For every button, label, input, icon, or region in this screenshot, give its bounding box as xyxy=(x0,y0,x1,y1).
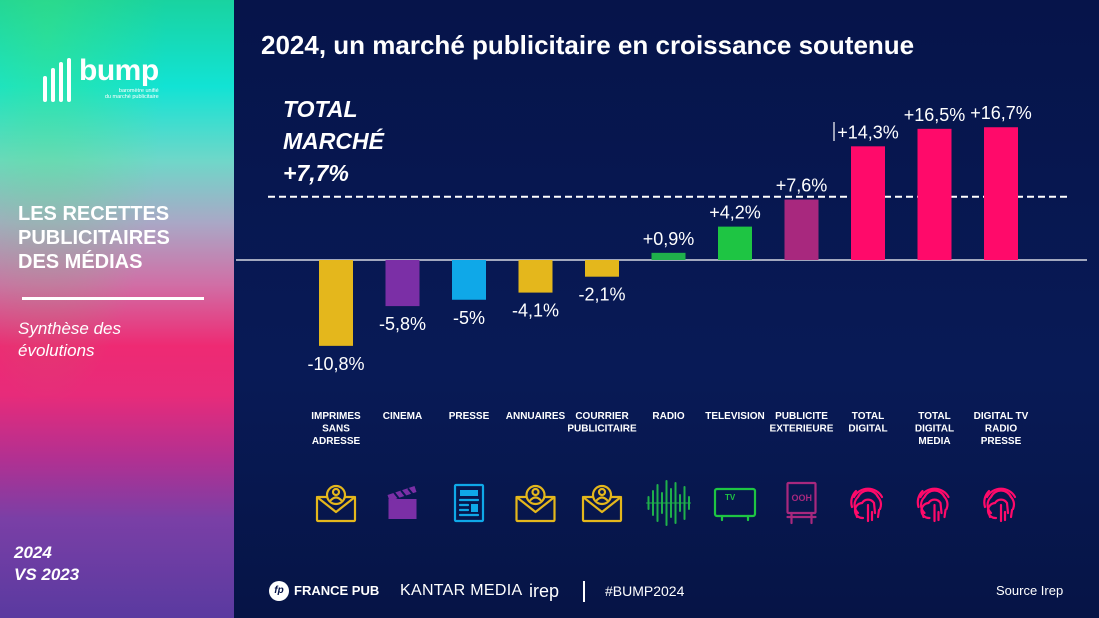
bar-value-label: +16,7% xyxy=(970,103,1032,123)
bar-value-label: +14,3% xyxy=(837,122,899,142)
tv-icon: TV xyxy=(713,487,757,522)
category-label: RADIO xyxy=(652,411,684,422)
footer-separator xyxy=(583,581,585,602)
category-label: TELEVISION xyxy=(705,411,764,422)
bar xyxy=(851,146,885,260)
fingerprint-icon xyxy=(983,487,1017,523)
bump-logo: bump baromètre unifié du marché publicit… xyxy=(43,56,159,102)
category-label: SANS xyxy=(322,424,350,435)
category-label: EXTERIEURE xyxy=(770,424,834,435)
category-label: ADRESSE xyxy=(312,436,361,447)
logo-bars-icon xyxy=(43,58,71,102)
bar xyxy=(984,127,1018,260)
ooh-billboard-icon: OOH xyxy=(786,481,817,525)
francepub-label: FRANCE PUB xyxy=(294,583,380,598)
page-title: 2024, un marché publicitaire en croissan… xyxy=(261,30,915,60)
bar xyxy=(385,260,420,307)
bar xyxy=(452,260,486,300)
sidebar-subtitle: Synthèse des évolutions xyxy=(18,319,122,360)
bar-value-label: -5% xyxy=(453,308,485,328)
bar-value-label: +16,5% xyxy=(904,105,966,125)
category-label: PUBLICITE xyxy=(775,411,828,422)
total-market-label: TOTAL MARCHÉ +7,7% xyxy=(283,96,384,186)
category-label: PRESSE xyxy=(449,411,490,422)
mail-person-icon xyxy=(515,484,556,523)
category-label: PUBLICITAIRE xyxy=(567,424,637,435)
newspaper-icon xyxy=(453,483,485,523)
francepub-mark-icon: fp xyxy=(269,581,289,601)
bar-value-label: +0,9% xyxy=(643,229,695,249)
bar-value-label: -4,1% xyxy=(512,301,559,321)
mail-person-icon xyxy=(315,484,357,523)
logo-subtitle-1: baromètre unifié xyxy=(118,88,159,94)
soundwave-icon xyxy=(646,480,691,526)
category-label: DIGITAL TV xyxy=(974,411,1029,422)
category-label: TOTAL xyxy=(852,411,884,422)
category-label: IMPRIMES xyxy=(311,411,361,422)
bar xyxy=(518,260,553,293)
bar xyxy=(917,128,952,260)
sidebar-panel xyxy=(0,0,234,618)
bar-value-label: -10,8% xyxy=(307,354,364,374)
category-label: ANNUAIRES xyxy=(506,411,566,422)
bar xyxy=(585,260,619,277)
sidebar-period: 2024 VS 2023 xyxy=(14,543,80,584)
source-note: Source Irep xyxy=(996,583,1064,598)
category-label: RADIO xyxy=(985,424,1017,435)
irep-logo: irep xyxy=(529,581,560,601)
sidebar-divider xyxy=(22,297,204,300)
logo-subtitle-2: du marché publicitaire xyxy=(104,94,159,100)
category-label: DIGITAL xyxy=(848,424,887,435)
category-label: MEDIA xyxy=(918,436,950,447)
mail-person-icon xyxy=(581,484,623,523)
bar-value-label: -5,8% xyxy=(379,314,426,334)
category-label: TOTAL xyxy=(918,411,950,422)
hashtag: #BUMP2024 xyxy=(605,583,685,599)
category-label: DIGITAL xyxy=(915,424,954,435)
bar xyxy=(718,226,752,260)
category-label: COURRIER xyxy=(575,411,629,422)
bar-value-label: +4,2% xyxy=(709,203,761,223)
category-label: PRESSE xyxy=(981,436,1022,447)
bar xyxy=(651,252,686,260)
francepub-logo: fp FRANCE PUB xyxy=(269,578,379,604)
fingerprint-icon xyxy=(850,487,884,523)
logo-word: bump xyxy=(79,54,159,87)
kantar-logo: KANTAR MEDIA xyxy=(400,582,523,599)
svg-text:TV: TV xyxy=(725,493,736,502)
fingerprint-icon xyxy=(916,487,950,523)
sidebar-title: LES RECETTES PUBLICITAIRES DES MÉDIAS xyxy=(18,203,170,273)
svg-text:OOH: OOH xyxy=(792,493,813,503)
bar-value-label: -2,1% xyxy=(578,285,625,305)
category-label: CINEMA xyxy=(383,411,422,422)
bar xyxy=(319,260,353,346)
bar xyxy=(784,199,819,260)
clapperboard-icon xyxy=(387,486,417,519)
bar-value-label: +7,6% xyxy=(776,176,828,196)
